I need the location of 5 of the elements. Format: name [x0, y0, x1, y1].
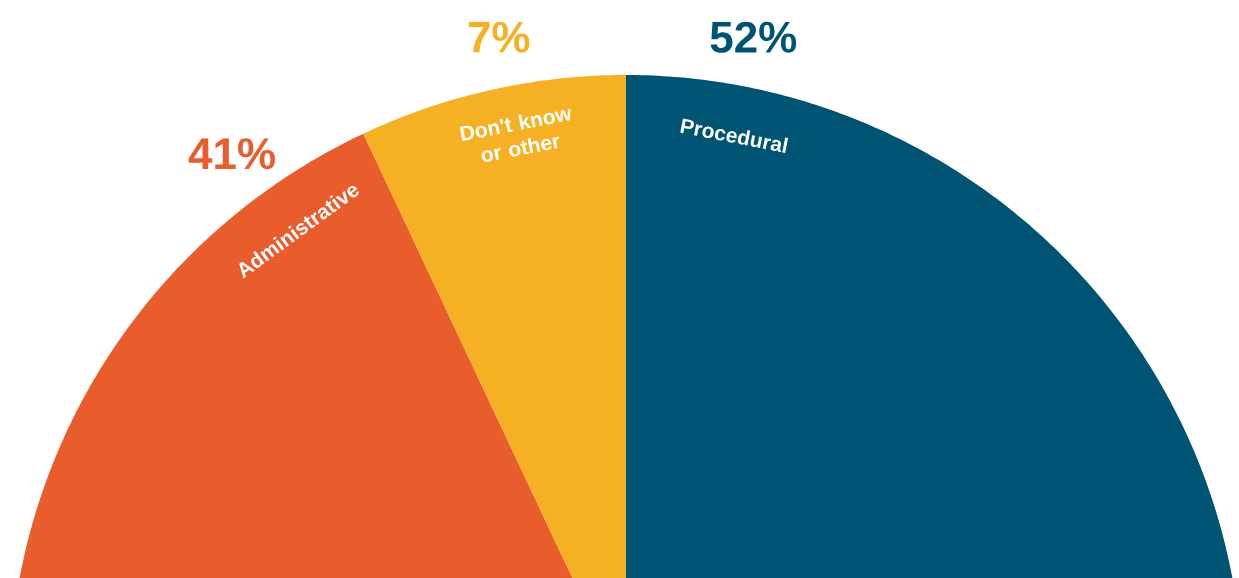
slice-label: Don't know or other	[459, 108, 571, 162]
data-label: 7%	[468, 21, 530, 53]
data-label: 52%	[710, 21, 797, 53]
data-label: 41%	[188, 138, 275, 170]
slice-label: Procedural	[680, 118, 789, 153]
